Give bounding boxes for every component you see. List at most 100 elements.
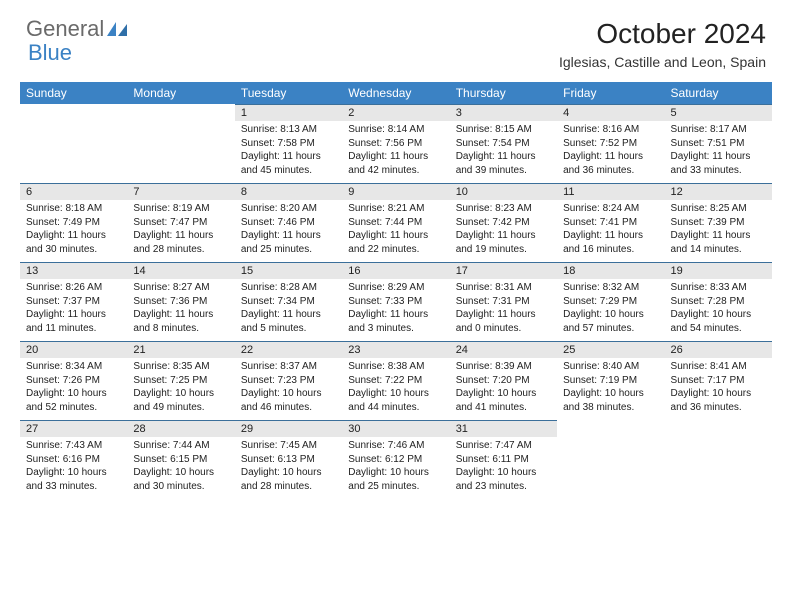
day-number: 6	[20, 183, 127, 200]
day-details: Sunrise: 8:19 AMSunset: 7:47 PMDaylight:…	[127, 200, 234, 262]
calendar-cell: 28Sunrise: 7:44 AMSunset: 6:15 PMDayligh…	[127, 420, 234, 499]
calendar-cell: 5Sunrise: 8:17 AMSunset: 7:51 PMDaylight…	[665, 104, 772, 183]
daylight-text: Daylight: 11 hours and 39 minutes.	[456, 150, 551, 177]
sunrise-text: Sunrise: 8:35 AM	[133, 360, 228, 374]
day-details: Sunrise: 7:47 AMSunset: 6:11 PMDaylight:…	[450, 437, 557, 499]
daylight-text: Daylight: 11 hours and 25 minutes.	[241, 229, 336, 256]
sunset-text: Sunset: 7:41 PM	[563, 216, 658, 230]
calendar-cell: 31Sunrise: 7:47 AMSunset: 6:11 PMDayligh…	[450, 420, 557, 499]
sunset-text: Sunset: 7:47 PM	[133, 216, 228, 230]
calendar-cell: 24Sunrise: 8:39 AMSunset: 7:20 PMDayligh…	[450, 341, 557, 420]
calendar-cell: 20Sunrise: 8:34 AMSunset: 7:26 PMDayligh…	[20, 341, 127, 420]
daylight-text: Daylight: 11 hours and 16 minutes.	[563, 229, 658, 256]
calendar-cell: .	[665, 420, 772, 499]
day-details: Sunrise: 8:27 AMSunset: 7:36 PMDaylight:…	[127, 279, 234, 341]
day-details: Sunrise: 8:24 AMSunset: 7:41 PMDaylight:…	[557, 200, 664, 262]
weekday-header: Wednesday	[342, 82, 449, 104]
sunset-text: Sunset: 6:11 PM	[456, 453, 551, 467]
sunrise-text: Sunrise: 8:32 AM	[563, 281, 658, 295]
day-number: 27	[20, 420, 127, 437]
calendar-cell: 30 Sunrise: 7:46 AMSunset: 6:12 PMDayligh…	[342, 420, 449, 499]
day-number: 3	[450, 104, 557, 121]
sunrise-text: Sunrise: 8:14 AM	[348, 123, 443, 137]
calendar-cell: 10Sunrise: 8:23 AMSunset: 7:42 PMDayligh…	[450, 183, 557, 262]
day-number: 25	[557, 341, 664, 358]
day-number: 1	[235, 104, 342, 121]
day-details: Sunrise: 8:32 AMSunset: 7:29 PMDaylight:…	[557, 279, 664, 341]
day-number: 20	[20, 341, 127, 358]
calendar-cell: 2Sunrise: 8:14 AMSunset: 7:56 PMDaylight…	[342, 104, 449, 183]
calendar-cell: 11Sunrise: 8:24 AMSunset: 7:41 PMDayligh…	[557, 183, 664, 262]
sunrise-text: Sunrise: 7:46 AM	[348, 439, 443, 453]
daylight-text: Daylight: 10 hours and 57 minutes.	[563, 308, 658, 335]
daylight-text: Daylight: 10 hours and 25 minutes.	[348, 466, 443, 493]
sunrise-text: Sunrise: 8:26 AM	[26, 281, 121, 295]
sunrise-text: Sunrise: 8:21 AM	[348, 202, 443, 216]
calendar-cell: 15Sunrise: 8:28 AMSunset: 7:34 PMDayligh…	[235, 262, 342, 341]
daylight-text: Daylight: 11 hours and 5 minutes.	[241, 308, 336, 335]
day-details: Sunrise: 8:20 AMSunset: 7:46 PMDaylight:…	[235, 200, 342, 262]
sunrise-text: Sunrise: 8:25 AM	[671, 202, 766, 216]
sunset-text: Sunset: 6:12 PM	[348, 453, 443, 467]
calendar-week-row: 20Sunrise: 8:34 AMSunset: 7:26 PMDayligh…	[20, 341, 772, 420]
daylight-text: Daylight: 11 hours and 42 minutes.	[348, 150, 443, 177]
day-number: 19	[665, 262, 772, 279]
day-number: 16	[342, 262, 449, 279]
calendar-cell: 7Sunrise: 8:19 AMSunset: 7:47 PMDaylight…	[127, 183, 234, 262]
sunrise-text: Sunrise: 8:29 AM	[348, 281, 443, 295]
sunset-text: Sunset: 6:13 PM	[241, 453, 336, 467]
day-number: 14	[127, 262, 234, 279]
day-details: Sunrise: 8:39 AMSunset: 7:20 PMDaylight:…	[450, 358, 557, 420]
calendar-week-row: 13Sunrise: 8:26 AMSunset: 7:37 PMDayligh…	[20, 262, 772, 341]
sunrise-text: Sunrise: 8:33 AM	[671, 281, 766, 295]
day-details: Sunrise: 8:38 AMSunset: 7:22 PMDaylight:…	[342, 358, 449, 420]
sunrise-text: Sunrise: 8:18 AM	[26, 202, 121, 216]
sunrise-text: Sunrise: 7:44 AM	[133, 439, 228, 453]
daylight-text: Daylight: 10 hours and 33 minutes.	[26, 466, 121, 493]
day-number: 30	[342, 420, 449, 437]
daylight-text: Daylight: 11 hours and 28 minutes.	[133, 229, 228, 256]
calendar-cell: 29Sunrise: 7:45 AMSunset: 6:13 PMDayligh…	[235, 420, 342, 499]
title-block: October 2024 Iglesias, Castille and Leon…	[559, 18, 766, 70]
day-number: 21	[127, 341, 234, 358]
calendar-week-row: 6 Sunrise: 8:18 AMSunset: 7:49 PM Daylight…	[20, 183, 772, 262]
sunset-text: Sunset: 7:49 PM	[26, 216, 121, 230]
day-number: 17	[450, 262, 557, 279]
calendar-week-row: ..1Sunrise: 8:13 AMSunset: 7:58 PMDaylig…	[20, 104, 772, 183]
calendar-week-row: 27Sunrise: 7:43 AMSunset: 6:16 PMDayligh…	[20, 420, 772, 499]
day-details: Sunrise: 7:44 AMSunset: 6:15 PMDaylight:…	[127, 437, 234, 499]
day-details: Sunrise: 8:34 AMSunset: 7:26 PMDaylight:…	[20, 358, 127, 420]
brand-part2: Blue	[28, 40, 72, 66]
day-details: Sunrise: 8:37 AMSunset: 7:23 PMDaylight:…	[235, 358, 342, 420]
daylight-text: Daylight: 10 hours and 46 minutes.	[241, 387, 336, 414]
day-details: Sunrise: 8:28 AMSunset: 7:34 PMDaylight:…	[235, 279, 342, 341]
calendar-table: SundayMondayTuesdayWednesdayThursdayFrid…	[20, 82, 772, 499]
sunset-text: Sunset: 7:29 PM	[563, 295, 658, 309]
sunrise-text: Sunrise: 8:19 AM	[133, 202, 228, 216]
brand-logo: General	[26, 18, 130, 40]
calendar-cell: .	[557, 420, 664, 499]
sunset-text: Sunset: 6:15 PM	[133, 453, 228, 467]
daylight-text: Daylight: 10 hours and 41 minutes.	[456, 387, 551, 414]
sunset-text: Sunset: 7:36 PM	[133, 295, 228, 309]
day-details: Sunrise: 8:13 AMSunset: 7:58 PMDaylight:…	[235, 121, 342, 183]
sunset-text: Sunset: 7:19 PM	[563, 374, 658, 388]
day-number: 22	[235, 341, 342, 358]
day-number: 8	[235, 183, 342, 200]
sunset-text: Sunset: 7:25 PM	[133, 374, 228, 388]
weekday-header: Thursday	[450, 82, 557, 104]
sunrise-text: Sunrise: 7:43 AM	[26, 439, 121, 453]
calendar-cell: 22Sunrise: 8:37 AMSunset: 7:23 PMDayligh…	[235, 341, 342, 420]
weekday-header: Monday	[127, 82, 234, 104]
sunset-text: Sunset: 7:34 PM	[241, 295, 336, 309]
calendar-cell: 4Sunrise: 8:16 AMSunset: 7:52 PMDaylight…	[557, 104, 664, 183]
sunrise-text: Sunrise: 8:23 AM	[456, 202, 551, 216]
calendar-cell: .	[127, 104, 234, 183]
day-number: 28	[127, 420, 234, 437]
daylight-text: Daylight: 11 hours and 45 minutes.	[241, 150, 336, 177]
sunset-text: Sunset: 6:16 PM	[26, 453, 121, 467]
day-number: 23	[342, 341, 449, 358]
daylight-text: Daylight: 11 hours and 22 minutes.	[348, 229, 443, 256]
sunset-text: Sunset: 7:20 PM	[456, 374, 551, 388]
sunrise-text: Sunrise: 8:17 AM	[671, 123, 766, 137]
